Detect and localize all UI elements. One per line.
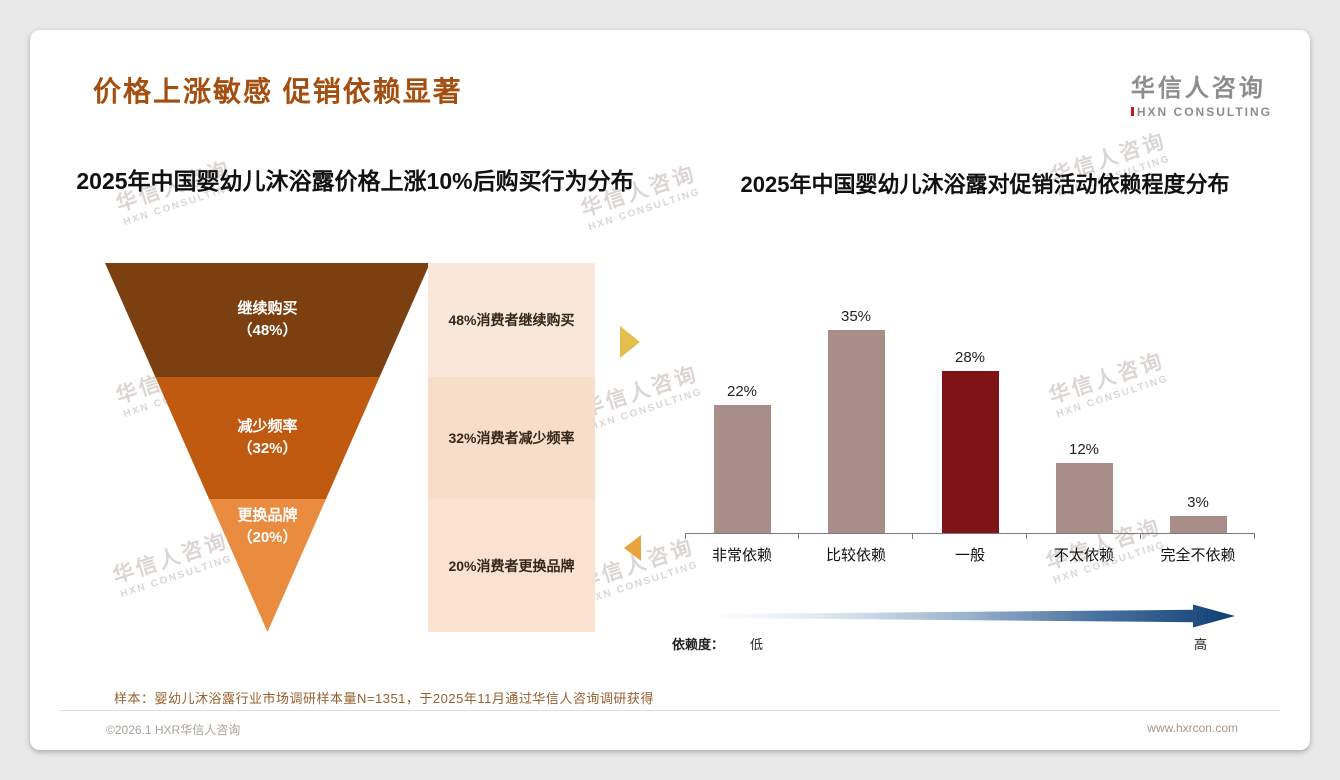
connector-arrow-left-icon: [624, 535, 641, 561]
bar-category-label: 比较依赖: [799, 534, 913, 565]
funnel-segment-label: 减少频率: [237, 418, 298, 436]
copyright-text: ©2026.1 HXR华信人咨询: [106, 723, 241, 737]
funnel-segment-label: 继续购买: [237, 300, 298, 318]
funnel-segment-value: （20%）: [237, 528, 298, 546]
dependence-gradient-arrow-icon: [710, 604, 1235, 628]
bar-value-label: 3%: [1187, 494, 1209, 511]
bar-value-label: 12%: [1068, 441, 1100, 458]
bar-category-label: 完全不依赖: [1141, 534, 1255, 565]
funnel-chart: 继续购买 （48%） 减少频率 （32%） 更换品牌 （20%）: [105, 263, 430, 632]
bar: [827, 330, 885, 533]
bar-value-label: 22%: [726, 383, 758, 400]
bar-chart-categories: 非常依赖 比较依赖 一般 不太依赖 完全不依赖: [685, 534, 1255, 565]
funnel-segment: 减少频率 （32%）: [155, 377, 380, 499]
company-logo: 华信人咨询 HXN CONSULTING: [1131, 68, 1272, 119]
bar: [1055, 463, 1113, 533]
bar-chart-title: 2025年中国婴幼儿沐浴露对促销活动依赖程度分布: [740, 172, 1230, 197]
funnel-segment: 更换品牌 （20%）: [209, 499, 326, 632]
funnel-desc-row: 20%消费者更换品牌: [428, 499, 595, 632]
watermark-en-text: HXN CONSULTING: [585, 559, 701, 607]
page-title: 价格上涨敏感 促销依赖显著: [93, 76, 463, 107]
bar-value-label: 35%: [840, 308, 872, 325]
sample-footnote: 样本：婴幼儿沐浴露行业市场调研样本量N=1351，于2025年11月通过华信人咨…: [114, 691, 654, 706]
bar-category-label: 不太依赖: [1027, 534, 1141, 565]
website-text: www.hxrcon.com: [1147, 721, 1238, 735]
funnel-desc-row: 32%消费者减少频率: [428, 377, 595, 499]
slide: 华信人咨询 HXN CONSULTING 华信人咨询 HXN CONSULTING 华信…: [30, 30, 1310, 750]
dependence-high-label: 高: [1193, 637, 1207, 652]
funnel-segment-label: 更换品牌: [237, 507, 298, 524]
bar-category-label: 非常依赖: [685, 534, 799, 565]
bar-category-label: 一般: [913, 534, 1027, 565]
bottom-bar: ©2026.1 HXR华信人咨询 www.hxrcon.com: [60, 710, 1280, 738]
funnel-segment-value: （32%）: [237, 440, 298, 457]
dependence-axis-title: 依赖度：: [672, 637, 725, 652]
bar-column: 3%: [1141, 494, 1255, 533]
funnel-chart-title: 2025年中国婴幼儿沐浴露价格上涨10%后购买行为分布: [76, 168, 634, 194]
bar-chart: 22% 35% 28% 12% 3%: [685, 292, 1255, 534]
funnel-segment-value: （48%）: [237, 322, 298, 339]
bar-column: 22%: [685, 383, 799, 533]
dependence-axis-labels: 依赖度： 低 高: [672, 634, 1235, 653]
bar-column: 28%: [913, 349, 1027, 533]
bar: [713, 405, 771, 533]
logo-en-text: HXN CONSULTING: [1131, 105, 1272, 119]
funnel-desc-panel: 48%消费者继续购买 32%消费者减少频率 20%消费者更换品牌: [428, 263, 595, 632]
bar-column: 35%: [799, 308, 913, 533]
connector-arrow-right-icon: [620, 326, 640, 358]
funnel-desc-row: 48%消费者继续购买: [428, 263, 595, 377]
logo-cn-text: 华信人咨询: [1130, 75, 1266, 102]
funnel-segment: 继续购买 （48%）: [105, 263, 430, 377]
dependence-low-label: 低: [750, 637, 764, 652]
bar: [1169, 516, 1227, 533]
bar: [941, 371, 999, 533]
bar-value-label: 28%: [954, 349, 986, 366]
bar-column: 12%: [1027, 441, 1141, 533]
watermark-cn-text: 华信人咨询: [580, 362, 702, 422]
